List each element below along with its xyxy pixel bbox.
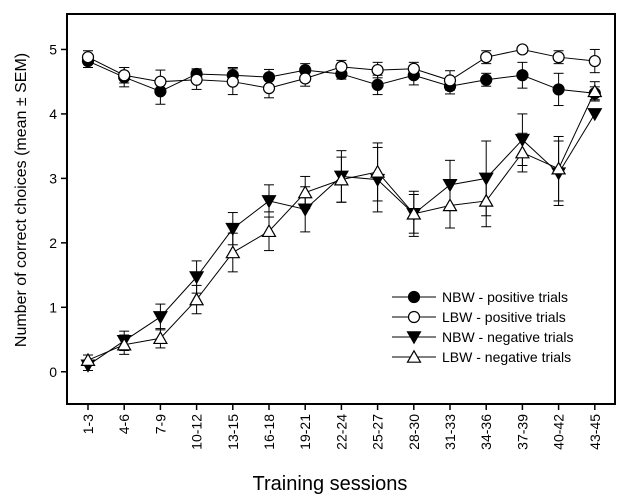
data-point xyxy=(333,172,349,186)
data-point xyxy=(190,73,203,86)
data-point xyxy=(552,83,565,96)
y-tick-label: 2 xyxy=(49,235,57,251)
data-point xyxy=(152,330,168,345)
data-point xyxy=(516,43,529,56)
data-point xyxy=(406,206,422,220)
x-tick-label: 40-42 xyxy=(551,414,567,450)
data-point xyxy=(480,73,493,86)
x-tick-label: 43-45 xyxy=(587,414,603,450)
x-axis-title: Training sessions xyxy=(253,473,408,495)
data-point xyxy=(81,51,95,64)
legend-marker xyxy=(406,349,422,363)
y-tick-label: 1 xyxy=(49,299,57,315)
legend-marker xyxy=(407,310,421,324)
data-point xyxy=(261,195,277,209)
data-point xyxy=(370,164,386,178)
series-lbw-negative-trials xyxy=(80,81,603,366)
data-point xyxy=(514,145,530,159)
data-point xyxy=(189,292,205,306)
data-point xyxy=(587,108,603,122)
y-tick-label: 5 xyxy=(49,41,57,57)
data-point xyxy=(154,75,167,88)
x-tick-label: 25-27 xyxy=(370,414,386,450)
x-tick-label: 19-21 xyxy=(297,414,313,450)
data-point xyxy=(443,74,457,87)
data-point xyxy=(371,63,384,77)
legend-label: NBW - negative trials xyxy=(442,329,573,345)
data-point xyxy=(118,69,131,82)
y-tick-label: 4 xyxy=(49,106,57,122)
data-point xyxy=(225,222,241,237)
data-point xyxy=(442,198,458,212)
x-tick-label: 7-9 xyxy=(152,414,168,434)
data-point xyxy=(552,51,565,64)
legend-label: NBW - positive trials xyxy=(442,289,568,305)
x-tick-label: 13-15 xyxy=(225,414,241,450)
data-point xyxy=(225,245,241,259)
data-point xyxy=(478,193,494,207)
data-point xyxy=(407,62,420,75)
data-point xyxy=(551,161,567,175)
x-tick-label: 10-12 xyxy=(189,414,205,450)
x-tick-label: 16-18 xyxy=(261,414,277,450)
data-point xyxy=(226,75,239,88)
data-point xyxy=(587,83,603,98)
data-point xyxy=(116,337,132,351)
x-tick-label: 37-39 xyxy=(514,414,530,450)
y-tick-label: 0 xyxy=(49,364,57,380)
y-tick-label: 3 xyxy=(49,170,57,186)
data-point xyxy=(189,271,205,285)
data-point xyxy=(299,72,312,85)
legend-label: LBW - negative trials xyxy=(442,349,571,365)
data-point xyxy=(588,54,601,68)
x-tick-label: 1-3 xyxy=(80,414,96,434)
y-axis-title: Number of correct choices (mean ± SEM) xyxy=(13,53,30,347)
data-point xyxy=(297,185,313,199)
data-point xyxy=(516,69,529,82)
legend-label: LBW - positive trials xyxy=(442,309,566,325)
x-tick-label: 31-33 xyxy=(442,414,458,450)
legend-marker xyxy=(407,290,421,304)
data-point xyxy=(80,352,96,366)
data-point xyxy=(335,60,348,73)
data-point xyxy=(480,51,493,64)
series-lbw-positive-trials xyxy=(81,43,601,99)
data-point xyxy=(262,82,276,95)
legend-marker xyxy=(406,331,422,345)
data-point xyxy=(152,311,168,325)
x-tick-label: 22-24 xyxy=(333,414,349,450)
x-tick-label: 28-30 xyxy=(406,414,422,450)
x-tick-label: 4-6 xyxy=(116,414,132,434)
data-point xyxy=(371,78,384,92)
data-point xyxy=(261,223,277,238)
x-tick-label: 34-36 xyxy=(478,414,494,450)
